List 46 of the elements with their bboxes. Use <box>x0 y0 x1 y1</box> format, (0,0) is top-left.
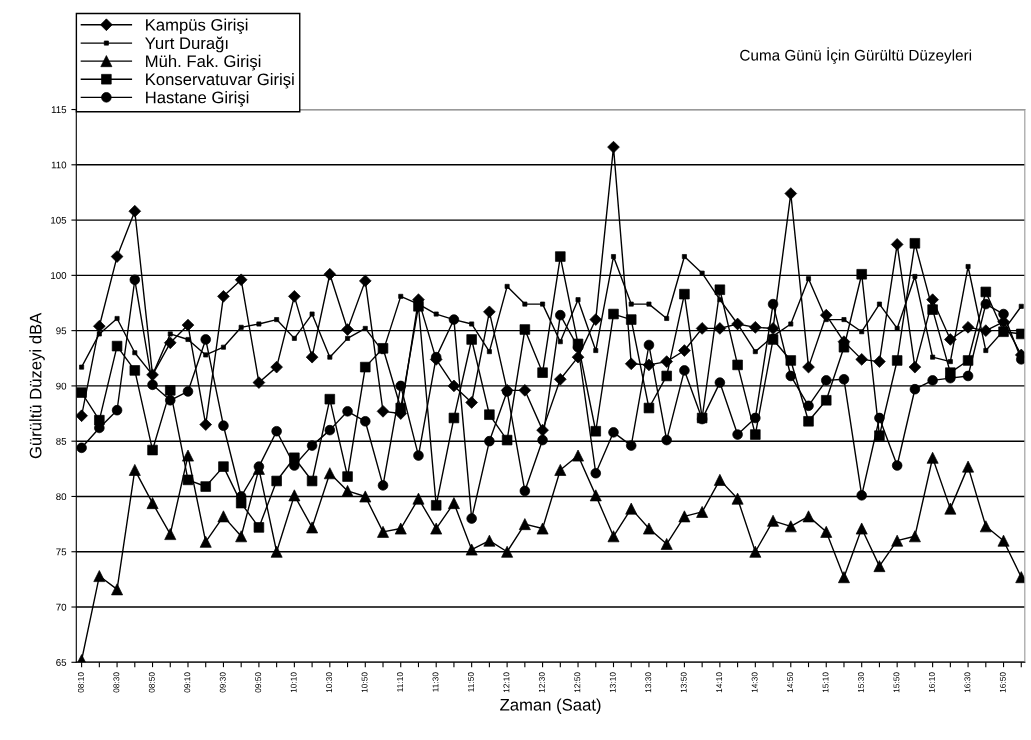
x-tick-label: 15:30 <box>858 672 864 693</box>
y-tick-label: 65 <box>56 659 67 666</box>
x-tick-label: 09:50 <box>255 672 262 693</box>
y-tick-label: 85 <box>56 437 67 445</box>
y-tick-label: 80 <box>56 493 67 501</box>
y-tick-label: 100 <box>51 272 67 279</box>
legend-label: Konservatuvar Girişi <box>146 72 294 89</box>
x-tick-label: 16:10 <box>928 672 935 693</box>
legend-label: Yurt Durağı <box>145 36 228 53</box>
x-tick-label: 14:10 <box>716 672 723 693</box>
x-tick-label: 16:30 <box>964 672 971 693</box>
y-tick-label: 105 <box>51 216 67 224</box>
x-tick-label: 11:50 <box>467 672 474 692</box>
legend-label: Kampüs Girişi <box>146 18 248 35</box>
x-tick-label: 14:50 <box>787 672 794 693</box>
x-tick-label: 10:10 <box>290 672 297 693</box>
x-tick-label: 11:30 <box>432 672 439 692</box>
y-axis-title: Gürültü Düzeyi dBA <box>29 312 45 459</box>
x-axis-title: Zaman (Saat) <box>500 698 601 714</box>
y-tick-label: 90 <box>56 382 67 390</box>
x-tick-label: 12:10 <box>503 672 510 693</box>
legend-label: Hastane Girişi <box>146 91 249 107</box>
x-tick-label: 13:30 <box>645 672 652 693</box>
x-tick-label: 13:50 <box>680 672 687 693</box>
x-tick-label: 08:30 <box>113 672 120 693</box>
y-tick-label: 70 <box>56 603 67 611</box>
x-tick-label: 13:10 <box>609 672 616 693</box>
x-tick-label: 08:10 <box>77 672 84 693</box>
chart-title: Cuma Günü İçin Gürültü Düzeyleri <box>740 47 972 64</box>
x-tick-label: 14:30 <box>751 672 758 693</box>
x-tick-label: 08:50 <box>148 672 155 693</box>
x-tick-label: 16:50 <box>999 672 1006 693</box>
x-tick-label: 09:10 <box>184 672 191 693</box>
x-tick-label: 15:50 <box>893 672 900 693</box>
x-tick-label: 12:30 <box>538 672 545 693</box>
x-tick-label: 09:30 <box>219 672 226 693</box>
x-tick-label: 12:50 <box>574 672 581 693</box>
x-tick-label: 10:30 <box>326 672 333 693</box>
x-tick-label: 11:10 <box>397 672 403 692</box>
legend-label: Müh. Fak. Girişi <box>146 54 261 71</box>
y-tick-label: 110 <box>51 161 67 169</box>
y-tick-label: 115 <box>51 106 67 114</box>
x-tick-label: 10:50 <box>361 672 368 693</box>
x-tick-label: 15:10 <box>822 672 829 693</box>
y-tick-label: 75 <box>56 548 67 556</box>
y-tick-label: 95 <box>56 327 67 335</box>
